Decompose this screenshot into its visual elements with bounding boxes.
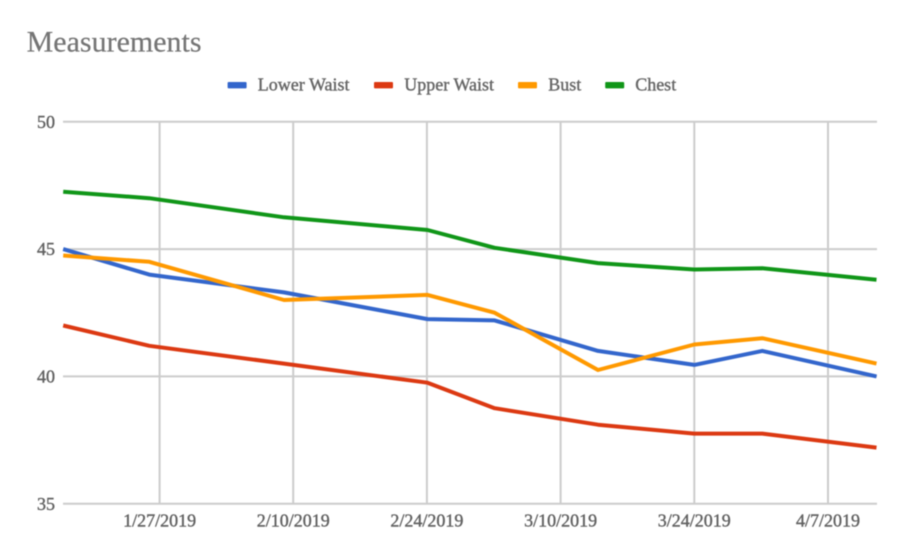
svg-text:3/10/2019: 3/10/2019 — [524, 511, 597, 531]
svg-text:50: 50 — [37, 112, 55, 132]
svg-text:Measurements: Measurements — [27, 26, 202, 59]
svg-text:45: 45 — [37, 239, 55, 259]
svg-text:4/7/2019: 4/7/2019 — [796, 511, 860, 531]
svg-text:Bust: Bust — [548, 75, 581, 95]
svg-text:3/24/2019: 3/24/2019 — [658, 511, 731, 531]
svg-text:Lower Waist: Lower Waist — [258, 75, 350, 95]
svg-text:40: 40 — [37, 367, 55, 387]
svg-text:2/10/2019: 2/10/2019 — [257, 511, 330, 531]
svg-text:2/24/2019: 2/24/2019 — [390, 511, 463, 531]
svg-text:Chest: Chest — [635, 75, 676, 95]
svg-text:35: 35 — [37, 494, 55, 514]
svg-text:Upper Waist: Upper Waist — [404, 75, 494, 95]
svg-text:1/27/2019: 1/27/2019 — [123, 511, 196, 531]
